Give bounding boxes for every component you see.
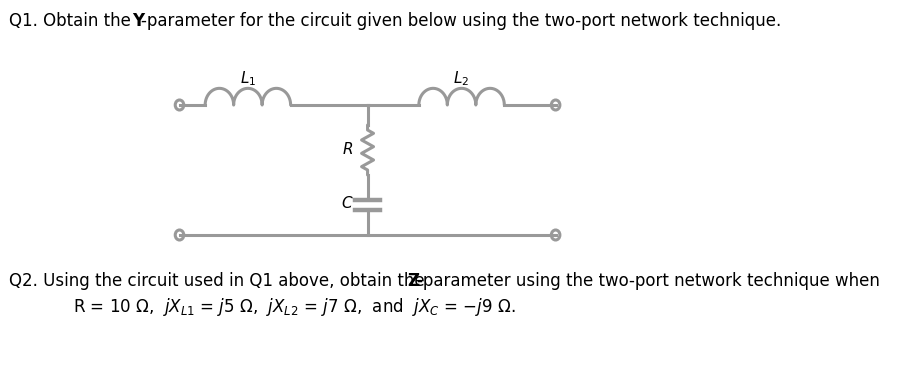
Text: C: C (342, 195, 352, 210)
Text: Q1. Obtain the: Q1. Obtain the (8, 12, 135, 30)
Text: Z: Z (407, 272, 419, 290)
Text: Y: Y (132, 12, 143, 30)
Text: -parameter using the two-port network technique when: -parameter using the two-port network te… (417, 272, 880, 290)
Text: L$_2$: L$_2$ (453, 69, 470, 88)
Text: L$_1$: L$_1$ (239, 69, 256, 88)
Text: -parameter for the circuit given below using the two-port network technique.: -parameter for the circuit given below u… (141, 12, 781, 30)
Text: R: R (343, 142, 353, 157)
Text: R = 10 $\Omega$,  $jX_{L1}$ = $j5$ $\Omega$,  $jX_{L2}$ = $j7$ $\Omega$,  and  $: R = 10 $\Omega$, $jX_{L1}$ = $j5$ $\Omeg… (72, 296, 515, 318)
Text: Q2. Using the circuit used in Q1 above, obtain the: Q2. Using the circuit used in Q1 above, … (8, 272, 430, 290)
